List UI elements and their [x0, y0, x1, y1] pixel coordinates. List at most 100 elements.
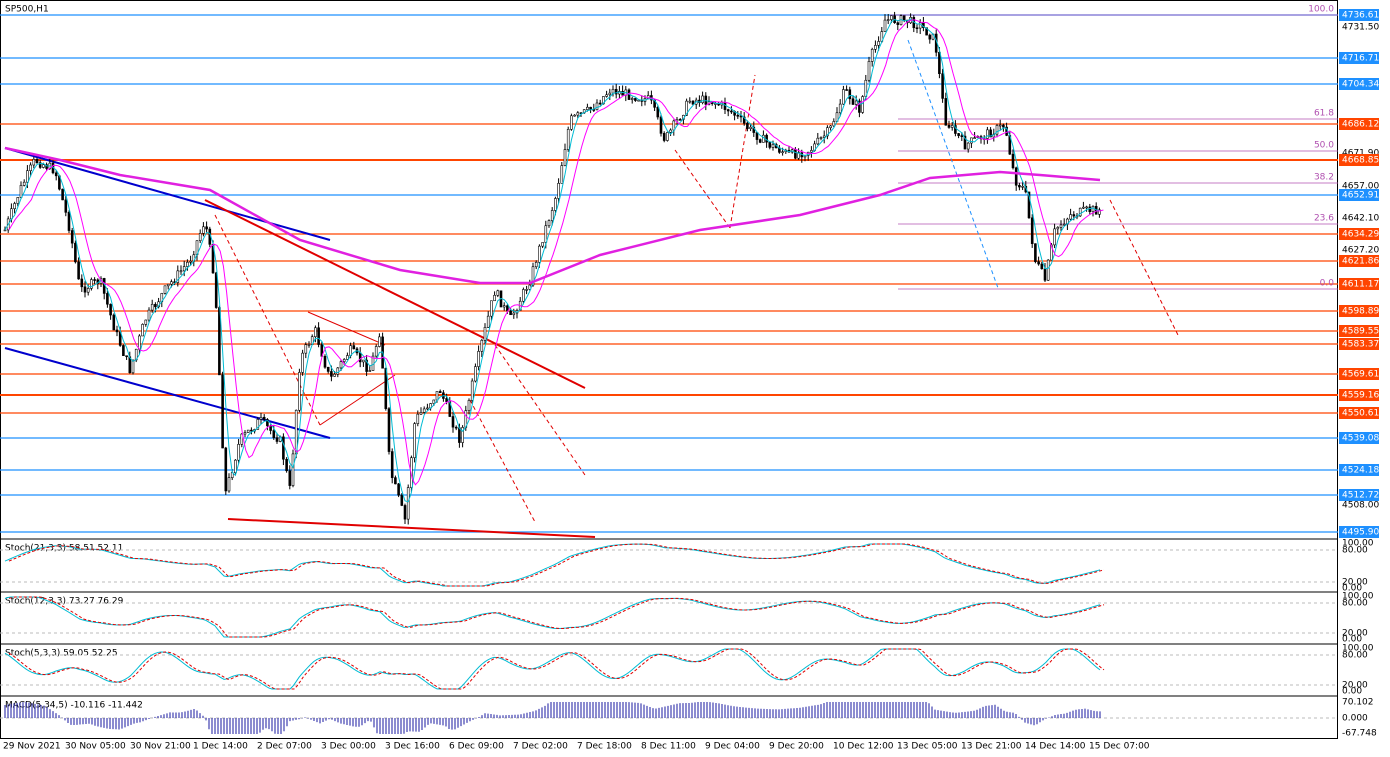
level-tag — [1339, 464, 1379, 476]
candle-body — [611, 88, 615, 94]
candle-body — [106, 293, 109, 305]
candle-body — [755, 132, 759, 140]
panel-axis-label: 100.00 — [1342, 539, 1374, 549]
price-label: 4569.61 — [1342, 370, 1379, 380]
candle-body — [522, 289, 525, 302]
stoch-signal — [8, 596, 1105, 638]
candle-body — [669, 129, 672, 133]
candle-body — [198, 233, 202, 242]
candle-body — [614, 88, 618, 95]
time-label: 9 Dec 20:00 — [769, 742, 824, 752]
candle-body — [365, 359, 368, 372]
candle-body — [275, 437, 279, 442]
candle-body — [10, 208, 13, 220]
candle-body — [819, 137, 823, 139]
candle-body — [659, 116, 663, 134]
candle-body — [45, 164, 48, 169]
fib-label: 38.2 — [1314, 173, 1334, 183]
price-label: 4657.00 — [1342, 182, 1379, 192]
candle-body — [890, 15, 893, 20]
candle-body — [877, 41, 880, 46]
panel-axis-label: -67.748 — [1342, 729, 1377, 739]
candle-body — [762, 134, 765, 143]
candle-body — [29, 164, 32, 172]
stoch-main — [4, 648, 1101, 690]
candle-body — [349, 345, 352, 356]
level-tag — [1339, 407, 1379, 419]
level-tag — [1339, 9, 1379, 21]
time-label: 3 Dec 16:00 — [385, 742, 440, 752]
candle-body — [480, 339, 484, 352]
candle-body — [74, 242, 77, 263]
trend-line — [4, 147, 331, 241]
candle-body — [826, 127, 829, 137]
candle-body — [550, 210, 554, 221]
candle-body — [605, 94, 608, 97]
candle-body — [221, 374, 224, 449]
price-label: 4686.12 — [1342, 120, 1379, 130]
candle-body — [861, 96, 864, 113]
trend-line — [4, 347, 331, 439]
candle-body — [678, 119, 682, 121]
candle-body — [163, 285, 167, 294]
time-label: 8 Dec 11:00 — [641, 742, 696, 752]
candle-body — [22, 181, 26, 186]
candle-body — [1027, 191, 1031, 219]
time-label: 15 Dec 07:00 — [1089, 742, 1150, 752]
time-label: 2 Dec 07:00 — [257, 742, 312, 752]
candle-body — [307, 344, 311, 346]
candle-body — [54, 172, 58, 177]
candle-body — [829, 125, 832, 128]
candle-body — [179, 270, 183, 273]
price-label: 4627.20 — [1342, 246, 1379, 256]
slow-ma — [8, 19, 1104, 486]
candle-body — [125, 355, 128, 358]
candle-body — [1011, 153, 1015, 169]
time-label: 3 Dec 00:00 — [321, 742, 376, 752]
price-label: 4736.61 — [1342, 11, 1379, 21]
price-label: 4524.18 — [1342, 466, 1379, 476]
candle-body — [109, 303, 112, 316]
candle-body — [314, 327, 317, 338]
candle-body — [822, 135, 826, 138]
price-label: 4716.71 — [1342, 54, 1379, 64]
candle-body — [467, 400, 471, 411]
price-label: 4621.86 — [1342, 257, 1379, 267]
candle-body — [794, 149, 797, 159]
candle-body — [749, 126, 752, 129]
candle-body — [182, 266, 186, 272]
candle-body — [701, 95, 704, 103]
candle-body — [141, 324, 144, 337]
candle-body — [566, 128, 570, 150]
candle-body — [326, 366, 330, 372]
candle-body — [454, 426, 458, 429]
candle-body — [147, 309, 151, 321]
candle-body — [237, 444, 240, 461]
candle-body — [656, 106, 660, 118]
level-tag — [1339, 189, 1379, 201]
candle-body — [13, 203, 16, 210]
candle-body — [598, 102, 602, 105]
price-label: 4731.50 — [1342, 23, 1379, 33]
candle-body — [358, 352, 362, 363]
candle-body — [486, 315, 490, 328]
fast-ma — [4, 18, 1100, 503]
candle-body — [483, 327, 487, 341]
price-label: 4598.89 — [1342, 307, 1379, 317]
candle-body — [1059, 224, 1063, 228]
candle-body — [947, 124, 951, 128]
candle-body — [957, 133, 960, 136]
candle-body — [883, 19, 887, 32]
candle-body — [426, 407, 429, 410]
candle-body — [323, 356, 327, 368]
candle-body — [845, 89, 848, 91]
candle-body — [346, 355, 349, 360]
price-label: 4611.17 — [1342, 280, 1379, 290]
price-label: 4539.08 — [1342, 434, 1379, 444]
candle-body — [435, 391, 439, 401]
time-label: 13 Dec 05:00 — [897, 742, 958, 752]
time-label: 6 Dec 09:00 — [449, 742, 504, 752]
trend-line — [204, 199, 586, 389]
candle-body — [954, 125, 957, 134]
trend-line — [674, 149, 731, 229]
